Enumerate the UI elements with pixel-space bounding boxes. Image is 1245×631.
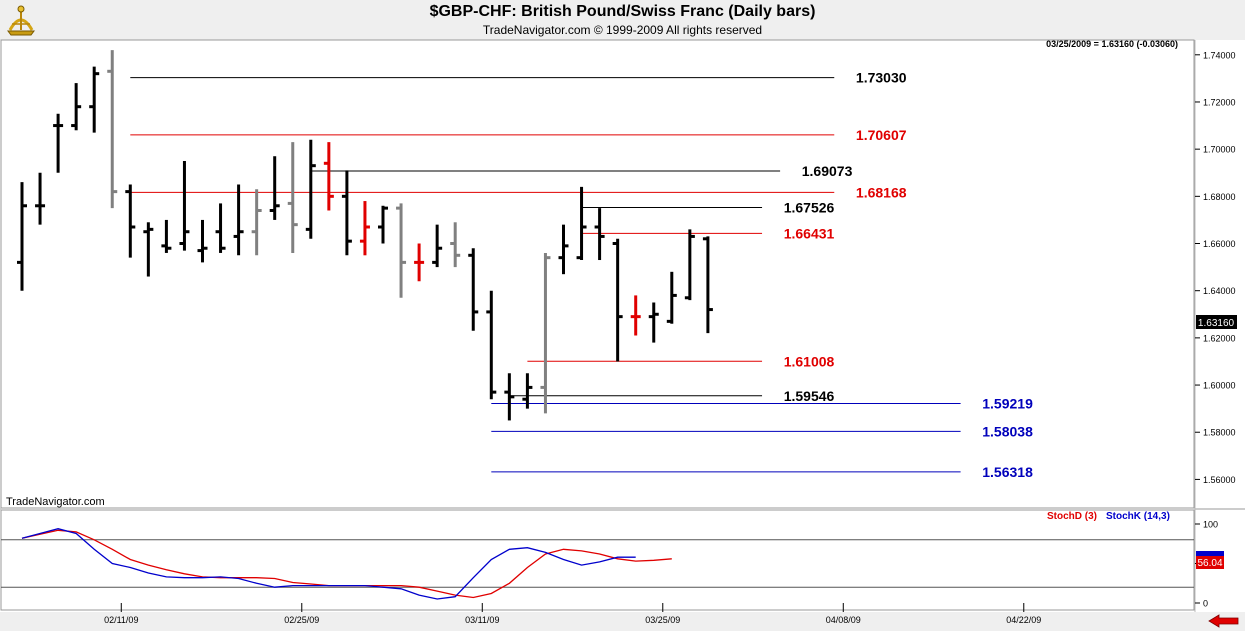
price-tick-label: 1.70000 bbox=[1203, 145, 1236, 155]
stoch-series-line bbox=[21, 528, 636, 600]
price-tick-label: 1.66000 bbox=[1203, 239, 1236, 249]
stoch-tick-label: 100 bbox=[1203, 520, 1218, 530]
price-tick-label: 1.60000 bbox=[1203, 381, 1236, 391]
date-tick-label: 02/11/09 bbox=[104, 615, 138, 625]
date-tick-label: 04/08/09 bbox=[826, 615, 861, 625]
last-price-label: 1.63160 bbox=[1198, 318, 1235, 329]
stoch-k-legend: StochK (14,3) bbox=[1106, 511, 1170, 522]
price-y-axis: 1.74000 1.72000 1.70000 1.68000 1.66000 1.640… bbox=[1195, 50, 1236, 485]
price-tick-label: 1.62000 bbox=[1203, 333, 1236, 343]
level-label: 1.69073 bbox=[802, 163, 853, 179]
copyright-text: TradeNavigator.com © 1999-2009 All right… bbox=[482, 23, 763, 37]
date-tick-label: 03/11/09 bbox=[465, 615, 499, 625]
level-label: 1.68168 bbox=[856, 184, 907, 200]
stoch-panel-frame bbox=[0, 509, 1195, 611]
date-axis: 02/11/09 02/25/09 03/11/09 03/25/09 04/08/09… bbox=[104, 603, 1041, 625]
level-label: 1.70607 bbox=[856, 127, 907, 143]
chart-title: $GBP-CHF: British Pound/Swiss Franc (Dai… bbox=[429, 3, 816, 20]
stoch-current-value: 56.04 bbox=[1197, 558, 1222, 569]
price-info-readout: 03/25/2009 = 1.63160 (-0.03060) bbox=[1046, 39, 1178, 49]
level-label: 1.56318 bbox=[982, 464, 1033, 480]
price-tick-label: 1.64000 bbox=[1203, 286, 1236, 296]
level-label: 1.59546 bbox=[784, 388, 835, 404]
level-label: 1.66431 bbox=[784, 225, 835, 241]
price-tick-label: 1.56000 bbox=[1203, 475, 1236, 485]
stoch-d-legend: StochD (3) bbox=[1047, 511, 1097, 522]
level-label: 1.58038 bbox=[982, 423, 1033, 439]
stoch-value-box bbox=[1196, 556, 1224, 569]
level-label: 1.73030 bbox=[856, 70, 907, 86]
last-price-box bbox=[1196, 315, 1237, 329]
price-bars bbox=[17, 50, 713, 421]
date-tick-label: 04/22/09 bbox=[1006, 615, 1041, 625]
watermark-text: TradeNavigator.com bbox=[6, 496, 105, 508]
scroll-left-arrow-icon[interactable] bbox=[1207, 614, 1241, 628]
level-label: 1.59219 bbox=[982, 395, 1033, 411]
date-tick-label: 03/25/09 bbox=[645, 615, 680, 625]
level-label: 1.67526 bbox=[784, 200, 835, 216]
price-tick-label: 1.68000 bbox=[1203, 192, 1236, 202]
date-axis-background bbox=[0, 612, 1245, 631]
price-tick-label: 1.72000 bbox=[1203, 97, 1236, 107]
price-tick-label: 1.74000 bbox=[1203, 50, 1236, 60]
stochastic-lines bbox=[1, 528, 1194, 600]
stoch-k-value-box bbox=[1196, 551, 1224, 558]
date-tick-label: 02/25/09 bbox=[284, 615, 319, 625]
sextant-logo-icon bbox=[4, 4, 38, 41]
stoch-tick-label: 0 bbox=[1203, 599, 1208, 609]
title-bar: $GBP-CHF: British Pound/Swiss Franc (Dai… bbox=[0, 0, 1245, 40]
price-tick-label: 1.58000 bbox=[1203, 428, 1236, 438]
level-label: 1.61008 bbox=[784, 353, 835, 369]
